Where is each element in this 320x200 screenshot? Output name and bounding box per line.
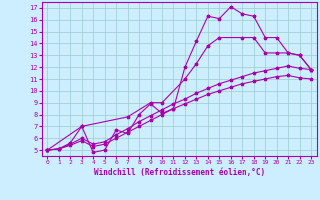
X-axis label: Windchill (Refroidissement éolien,°C): Windchill (Refroidissement éolien,°C) [94,168,265,177]
